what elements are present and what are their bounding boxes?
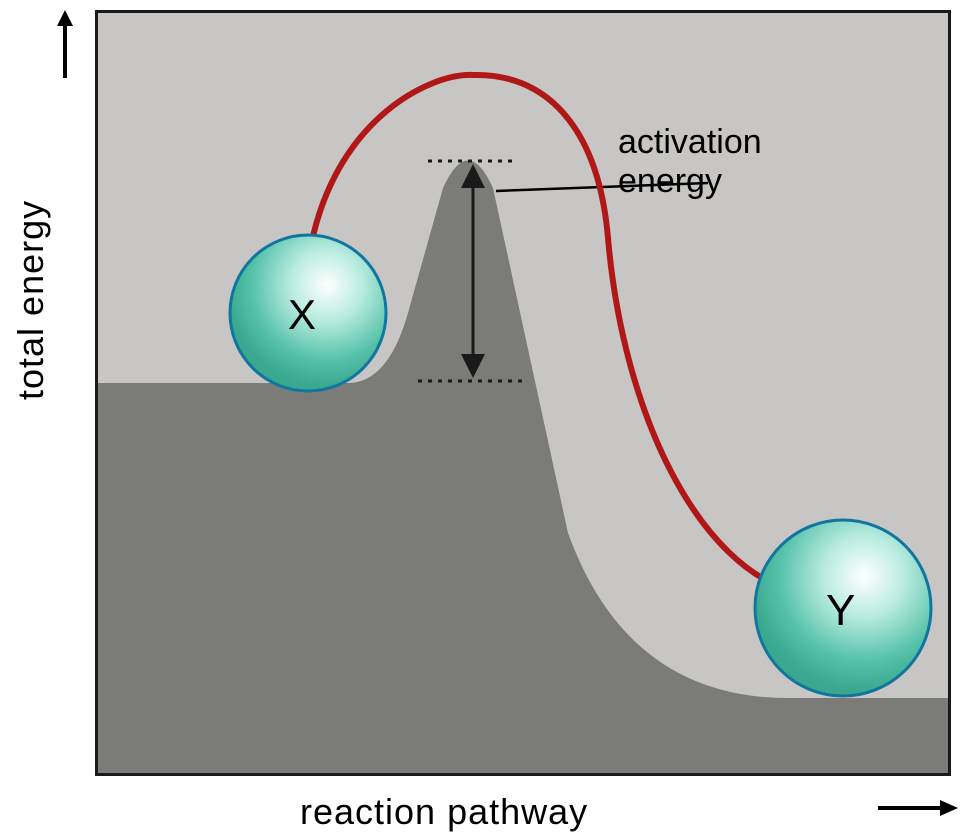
molecule-y-label: Y [826, 586, 855, 635]
y-axis-arrow-icon [50, 10, 80, 80]
activation-energy-line2: energy [618, 162, 722, 200]
y-axis-label: total energy [10, 200, 52, 400]
activation-energy-line1: activation [618, 123, 762, 161]
diagram-container: total energy reaction pathway [0, 0, 968, 838]
molecule-y: Y [755, 520, 931, 696]
activation-energy-label: activation energy [618, 123, 762, 201]
x-axis-arrow-icon [878, 793, 958, 823]
energy-diagram: X Y activation energy [95, 10, 951, 776]
molecule-x-label: X [288, 291, 316, 338]
molecule-x: X [230, 235, 386, 391]
x-axis-label: reaction pathway [300, 791, 588, 833]
energy-diagram-svg: X Y [98, 13, 948, 773]
